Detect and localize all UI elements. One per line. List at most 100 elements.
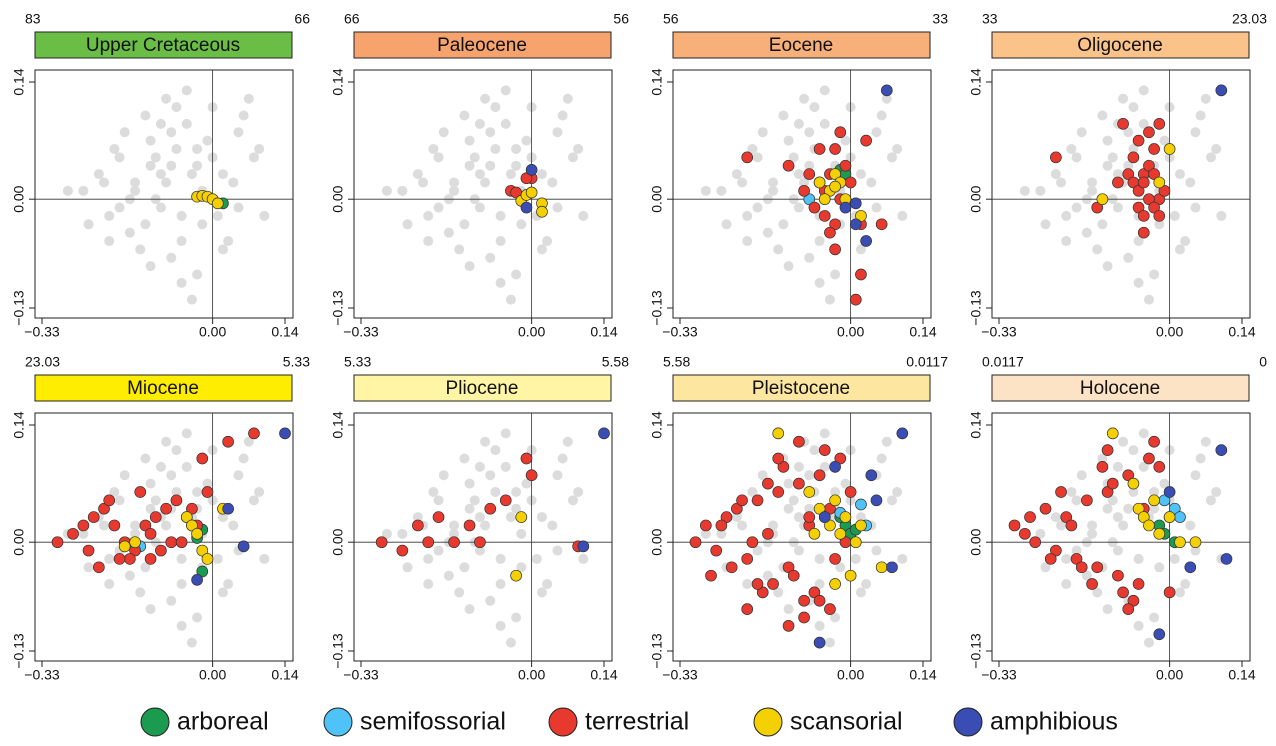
morphospace-point (1118, 437, 1128, 447)
point (1081, 495, 1092, 506)
point (1185, 562, 1196, 573)
morphospace-point (490, 487, 500, 497)
morphospace-point (192, 487, 202, 497)
point (1143, 520, 1154, 531)
morphospace-point (1185, 177, 1195, 187)
point (1143, 453, 1154, 464)
morphospace-point (892, 144, 902, 154)
morphospace-point (1035, 186, 1045, 196)
morphospace-point (1087, 186, 1097, 196)
age-start: 83 (25, 11, 41, 27)
morphospace-point (784, 261, 794, 271)
morphospace-point (177, 621, 187, 631)
morphospace-point (871, 546, 881, 556)
point (861, 236, 872, 247)
morphospace-point (187, 295, 197, 305)
morphospace-point (1113, 203, 1123, 213)
point (886, 562, 897, 573)
point (238, 541, 249, 552)
morphospace-point (877, 110, 887, 120)
morphospace-point (249, 152, 259, 162)
morphospace-point (1077, 127, 1087, 137)
morphospace-point (496, 236, 506, 246)
morphospace-point (1072, 152, 1082, 162)
morphospace-point (140, 219, 150, 229)
morphospace-point (506, 295, 516, 305)
point (135, 486, 146, 497)
morphospace-point (125, 571, 135, 581)
morphospace-point (887, 495, 897, 505)
morphospace-point (1190, 203, 1200, 213)
age-start: 23.03 (25, 354, 60, 370)
morphospace-point (1113, 512, 1123, 522)
legend-swatch (754, 708, 782, 736)
point (119, 541, 130, 552)
morphospace-point (161, 520, 171, 530)
point (1154, 210, 1165, 221)
morphospace-point (490, 144, 500, 154)
morphospace-point (501, 119, 511, 129)
morphospace-point (1190, 127, 1200, 137)
morphospace-point (104, 579, 114, 589)
y-tick-label: 0.00 (330, 528, 346, 555)
morphospace-point (1134, 554, 1144, 564)
point (1097, 461, 1108, 472)
point (1092, 562, 1103, 573)
morphospace-point (465, 261, 475, 271)
morphospace-point (439, 470, 449, 480)
morphospace-point (516, 219, 526, 229)
morphospace-point (1061, 579, 1071, 589)
morphospace-point (192, 144, 202, 154)
morphospace-point (120, 127, 130, 137)
point (835, 528, 846, 539)
point (1066, 520, 1077, 531)
morphospace-point (568, 495, 578, 505)
morphospace-point (768, 186, 778, 196)
morphospace-point (1066, 487, 1076, 497)
morphospace-point (1211, 144, 1221, 154)
point (1221, 553, 1232, 564)
panel-title: Eocene (769, 35, 833, 56)
point (773, 453, 784, 464)
point (109, 520, 120, 531)
morphospace-point (182, 428, 192, 438)
morphospace-point (233, 127, 243, 137)
morphospace-point (809, 445, 819, 455)
age-end: 0 (1259, 354, 1267, 370)
morphospace-point (815, 278, 825, 288)
morphospace-point (115, 152, 125, 162)
point (52, 537, 63, 548)
panel: 5.335.58Pliocene−0.330.000.14−0.130.000.… (330, 354, 630, 683)
morphospace-point (1118, 94, 1128, 104)
morphospace-point (161, 94, 171, 104)
morphospace-point (773, 244, 783, 254)
x-tick-label: −0.33 (24, 324, 60, 340)
morphospace-point (459, 219, 469, 229)
point (145, 528, 156, 539)
morphospace-point (1216, 211, 1226, 221)
point (511, 570, 522, 581)
y-tick-label: 0.14 (968, 411, 984, 438)
morphospace-point (1170, 554, 1180, 564)
point (799, 185, 810, 196)
morphospace-point (485, 161, 495, 171)
morphospace-point (228, 177, 238, 187)
morphospace-point (397, 186, 407, 196)
morphospace-point (1113, 546, 1123, 556)
morphospace-point (830, 270, 840, 280)
panel-title: Paleocene (437, 35, 527, 56)
point (855, 269, 866, 280)
morphospace-point (490, 445, 500, 455)
morphospace-point (423, 236, 433, 246)
morphospace-point (218, 244, 228, 254)
y-tick-label: 0.14 (649, 68, 665, 95)
morphospace-point (506, 512, 516, 522)
morphospace-point (820, 119, 830, 129)
point (814, 595, 825, 606)
morphospace-point (882, 437, 892, 447)
morphospace-point (439, 127, 449, 137)
morphospace-point (496, 554, 506, 564)
morphospace-point (552, 203, 562, 213)
y-tick-label: 0.00 (649, 528, 665, 555)
panel: 5.580.0117Pleistocene−0.330.000.14−0.130… (649, 354, 949, 683)
